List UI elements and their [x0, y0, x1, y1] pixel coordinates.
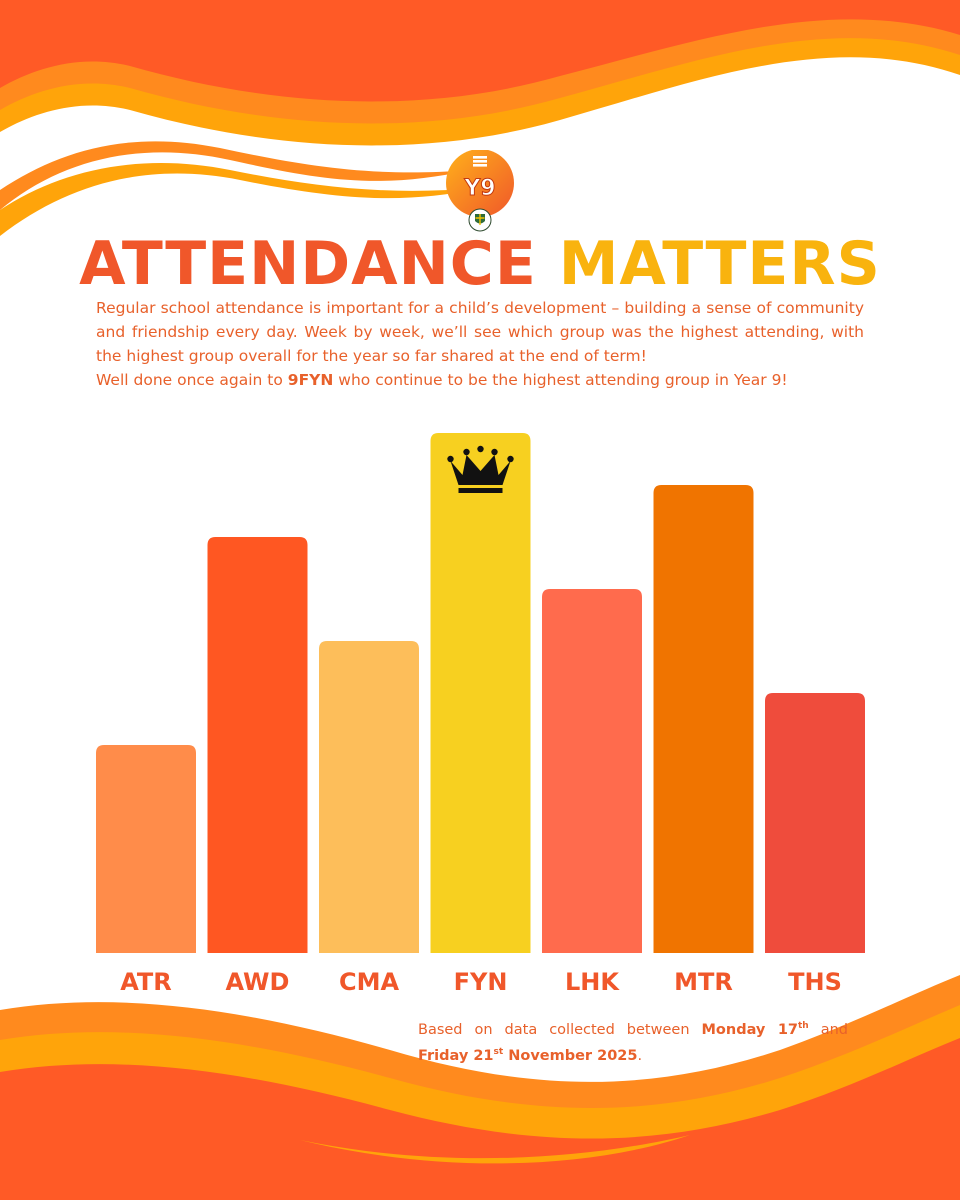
attendance-bar-chart: ATR AWD CMA FYN LHK MTR THS: [96, 433, 865, 996]
bottom-wave-decoration: [0, 975, 960, 1200]
footnote-middle: and: [808, 1021, 848, 1038]
footnote-end-day: Friday 21: [418, 1047, 494, 1064]
bar-ths: [765, 693, 865, 953]
tick-label-awd: AWD: [226, 968, 290, 996]
footnote: Based on data collected between Monday 1…: [418, 1015, 848, 1067]
intro-paragraph: Regular school attendance is important f…: [96, 299, 864, 365]
tick-label-ths: THS: [788, 968, 842, 996]
footnote-start-day: Monday 17: [701, 1021, 799, 1038]
school-logo: Y9: [446, 150, 514, 232]
tick-label-mtr: MTR: [674, 968, 733, 996]
footnote-prefix: Based on data collected between: [418, 1021, 702, 1038]
footnote-end-rest: November 2025: [503, 1047, 638, 1064]
footnote-end-suffix: st: [493, 1046, 504, 1057]
congrats-prefix: Well done once again to: [96, 371, 288, 389]
top-wave-decoration: [0, 0, 960, 240]
page-title: ATTENDANCE MATTERS: [0, 228, 960, 300]
tick-label-cma: CMA: [339, 968, 399, 996]
congrats-group: 9FYN: [287, 371, 334, 389]
congrats-suffix: who continue to be the highest attending…: [333, 371, 788, 389]
tick-label-fyn: FYN: [454, 968, 508, 996]
bar-mtr: [653, 485, 754, 953]
footnote-start-suffix: th: [798, 1021, 809, 1031]
title-word-attendance: ATTENDANCE: [79, 229, 537, 299]
tick-label-atr: ATR: [120, 968, 172, 996]
intro-text: Regular school attendance is important f…: [96, 296, 864, 392]
tick-label-lhk: LHK: [565, 968, 620, 996]
bar-fyn: [430, 433, 531, 953]
bar-atr: [96, 745, 196, 953]
title-word-matters: MATTERS: [558, 229, 881, 299]
footnote-end-punct: .: [637, 1047, 643, 1064]
bar-cma: [319, 641, 419, 953]
bar-lhk: [542, 589, 642, 953]
logo-text: Y9: [463, 176, 495, 201]
crown-icon: [447, 445, 514, 493]
bar-awd: [207, 537, 308, 953]
congrats-line: Well done once again to 9FYN who continu…: [96, 368, 864, 392]
